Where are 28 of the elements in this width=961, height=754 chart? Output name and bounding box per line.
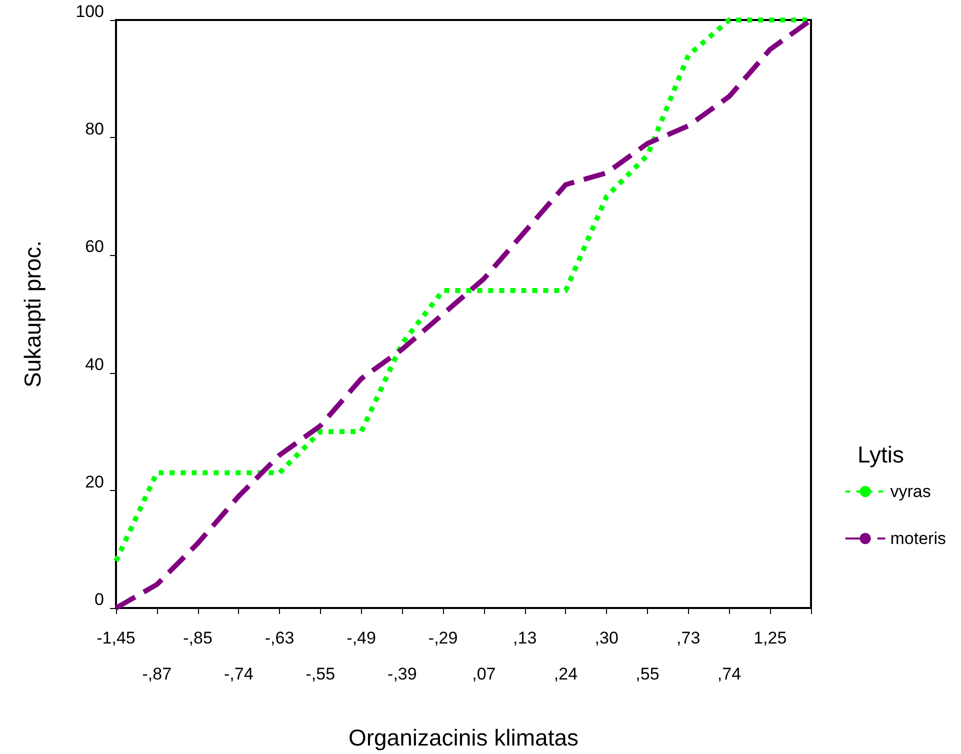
- y-tick-label: 60: [85, 237, 104, 256]
- y-axis-title: Sukaupti proc.: [20, 240, 46, 388]
- x-tick-label: ,13: [513, 628, 537, 648]
- x-tick-label: -,87: [142, 664, 172, 684]
- y-tick-label: 100: [76, 2, 104, 21]
- x-tick-label: -,29: [428, 628, 458, 648]
- x-tick-label: -,74: [224, 664, 254, 684]
- x-tick-label: -,55: [306, 664, 336, 684]
- y-tick-label: 40: [85, 354, 104, 374]
- x-tick-label: -,63: [264, 628, 294, 648]
- x-tick-label: -,85: [183, 628, 212, 648]
- x-tick-label: -1,45: [96, 628, 136, 648]
- x-tick-label: ,73: [676, 628, 700, 648]
- legend-title: Lytis: [858, 442, 904, 468]
- x-axis-title: Organizacinis klimatas: [348, 724, 579, 750]
- legend-label: moteris: [890, 529, 946, 548]
- x-tick-label: -,49: [346, 628, 376, 648]
- y-tick-label: 20: [85, 472, 104, 492]
- x-tick-label: ,24: [554, 664, 578, 684]
- x-tick-label: ,74: [717, 664, 742, 684]
- y-tick-label: 0: [94, 590, 104, 609]
- x-tick-label: ,07: [472, 664, 496, 684]
- legend-label: vyras: [890, 482, 931, 501]
- x-tick-label: ,30: [594, 628, 618, 648]
- x-tick-label: ,55: [636, 664, 660, 684]
- x-tick-label: -,39: [388, 664, 417, 684]
- x-tick-label: 1,25: [754, 628, 787, 648]
- y-tick-label: 80: [85, 120, 104, 139]
